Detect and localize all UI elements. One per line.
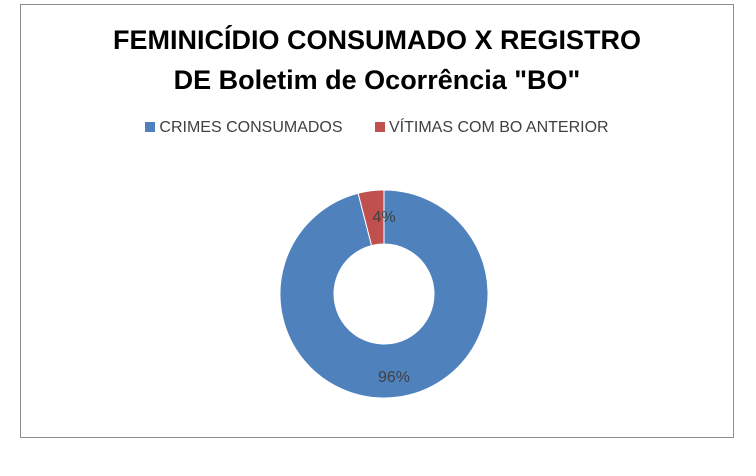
legend-swatch-crimes-consumados	[145, 122, 156, 132]
doughnut-label-0: 96%	[378, 369, 410, 386]
legend-label-crimes-consumados: CRIMES CONSUMADOS	[159, 119, 343, 136]
doughnut-slice-1	[357, 189, 385, 247]
doughnut-data-labels: 96% 4%	[372, 209, 410, 386]
legend-item-vitimas-bo: VÍTIMAS COM BO ANTERIOR	[375, 119, 609, 137]
chart-title-line-1: FEMINICÍDIO CONSUMADO X REGISTRO	[112, 25, 642, 55]
doughnut-slices	[279, 189, 489, 399]
legend-swatch-vitimas-bo	[375, 122, 385, 132]
doughnut-slice-0	[279, 189, 489, 399]
chart-title-line-2: DE Boletim de Ocorrência "BO"	[173, 65, 581, 95]
doughnut-plot: 96% 4%	[279, 189, 489, 399]
doughnut-label-1: 4%	[372, 209, 395, 226]
chart-container: FEMINICÍDIO CONSUMADO X REGISTRO DE Bole…	[20, 4, 734, 438]
chart-legend: CRIMES CONSUMADOS VÍTIMAS COM BO ANTERIO…	[21, 119, 733, 137]
legend-label-vitimas-bo: VÍTIMAS COM BO ANTERIOR	[389, 119, 609, 136]
legend-item-crimes-consumados: CRIMES CONSUMADOS	[145, 119, 343, 137]
